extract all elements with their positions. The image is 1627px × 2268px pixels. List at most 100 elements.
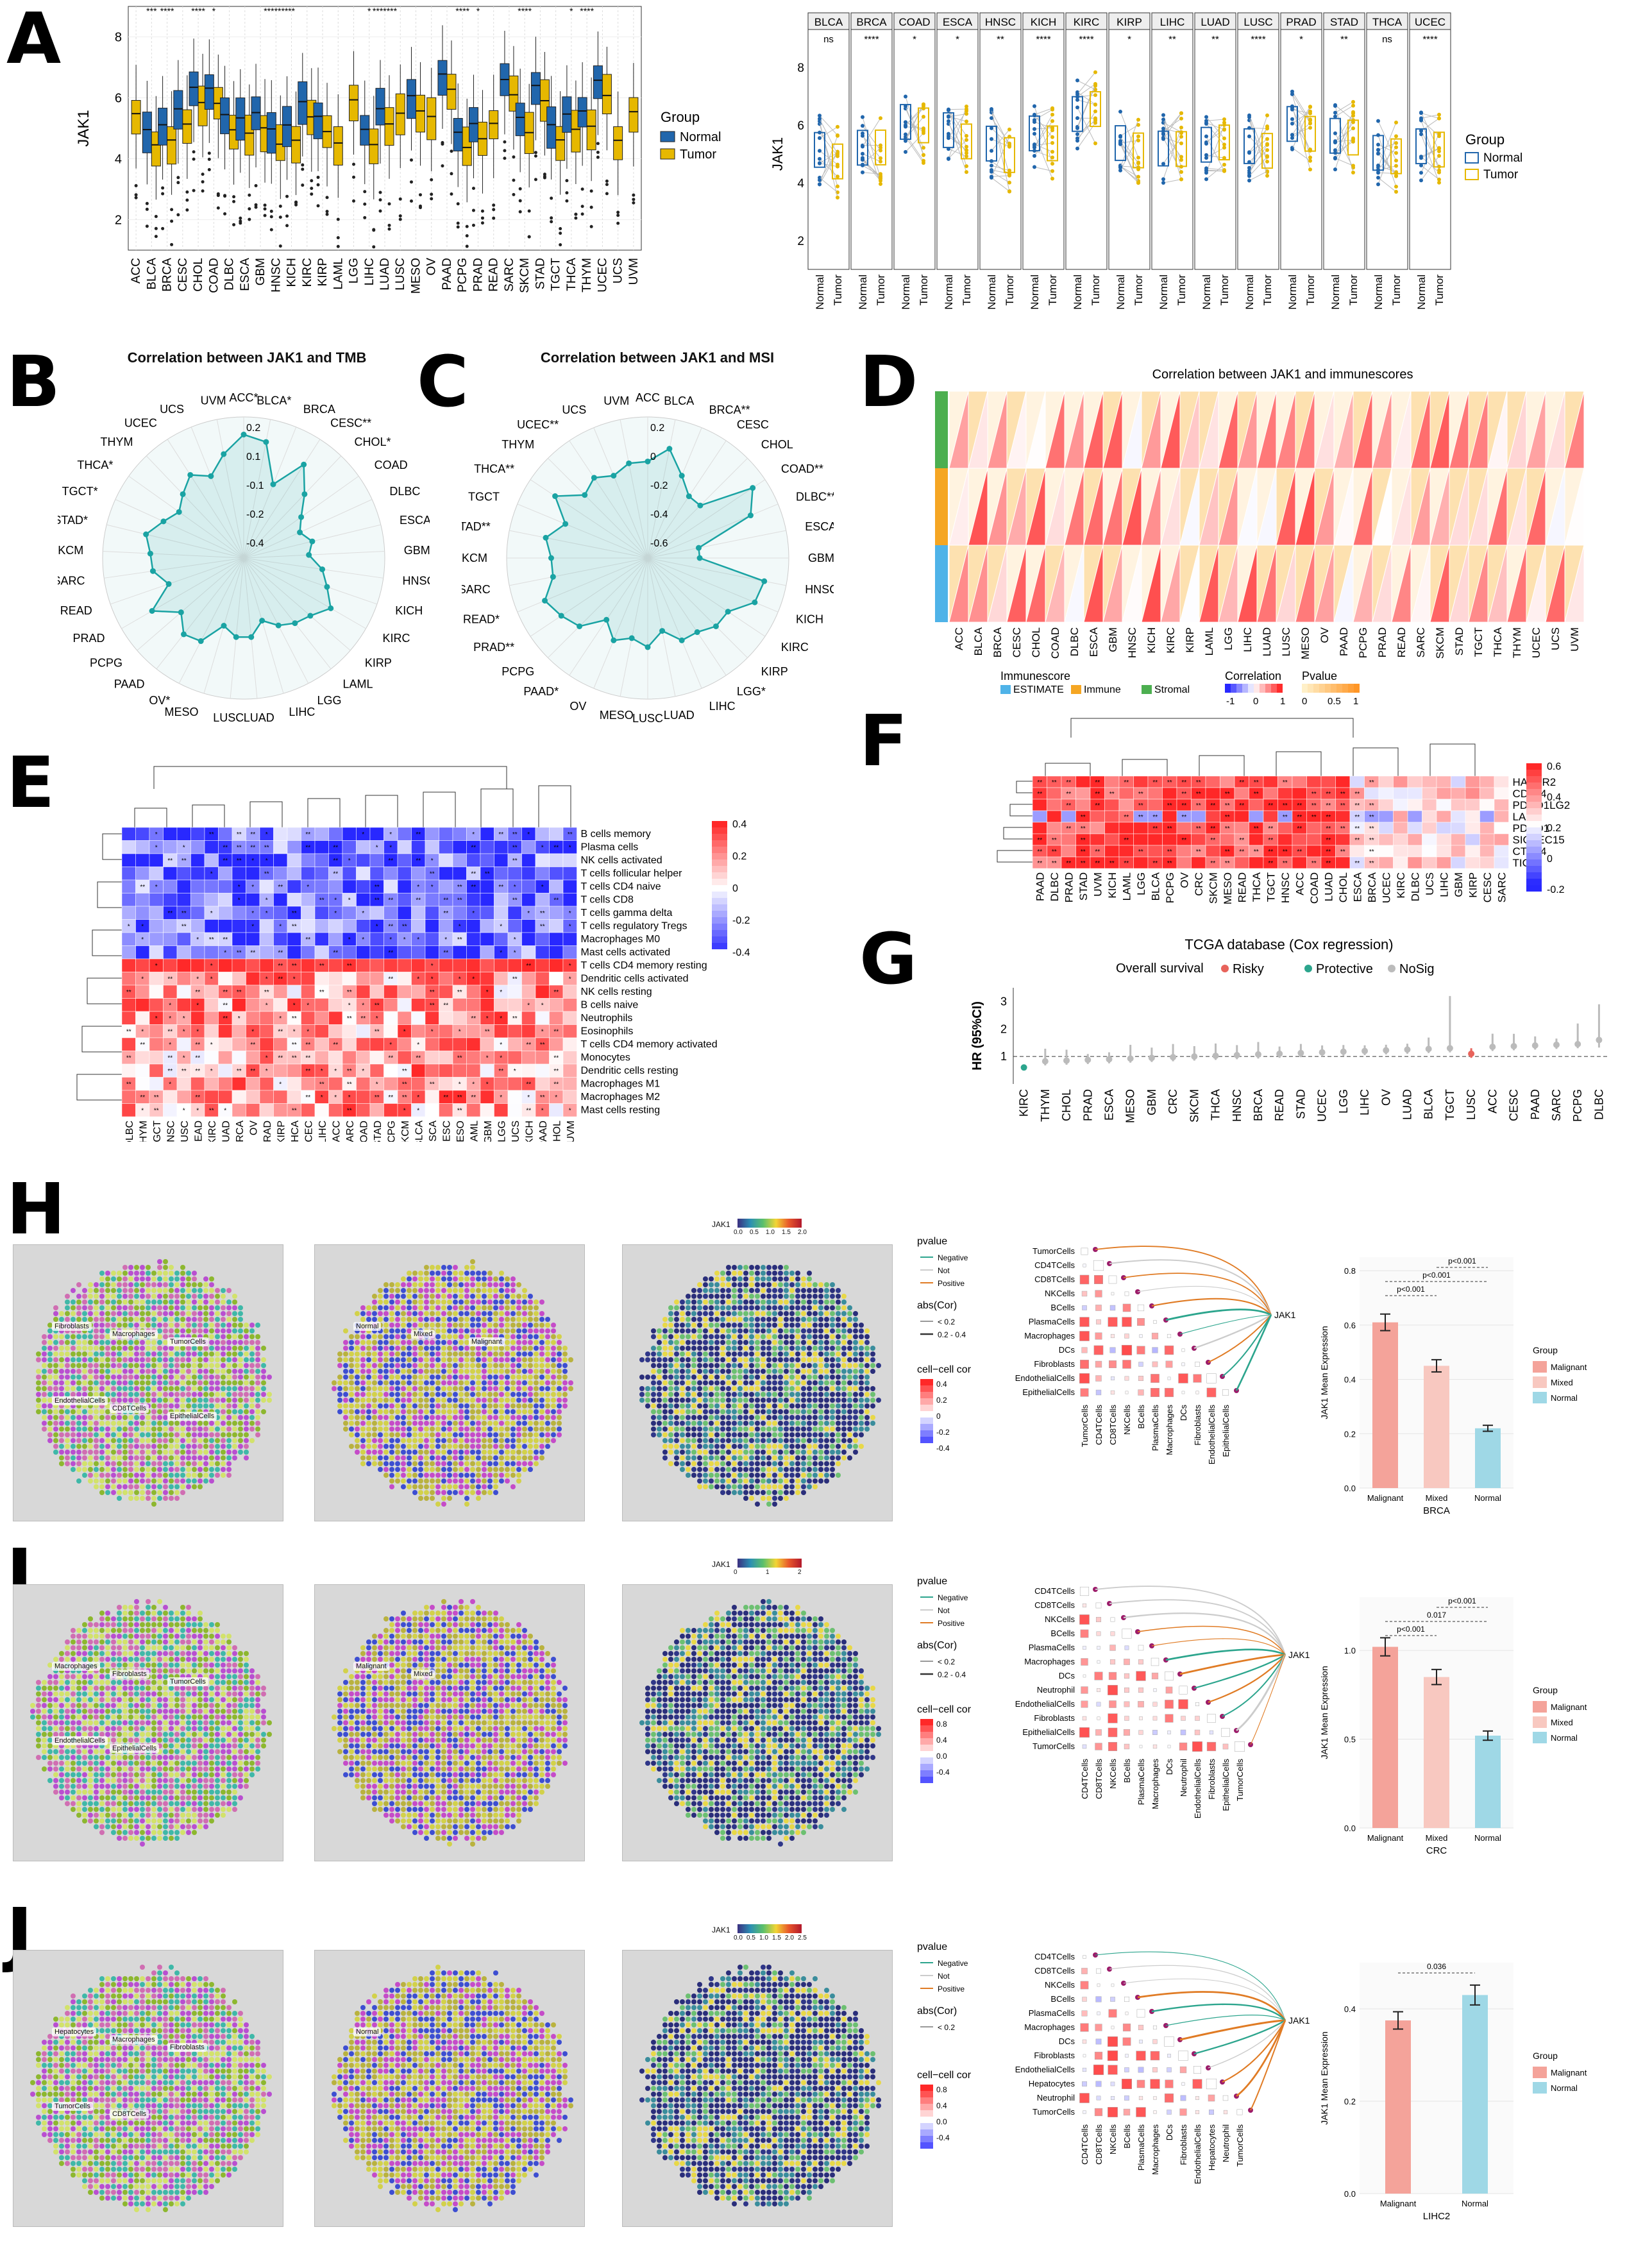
pair-line — [1034, 121, 1053, 129]
radar-label: PAAD* — [523, 685, 559, 698]
heat-cell — [562, 1037, 577, 1051]
spot — [221, 1438, 226, 1443]
spot — [487, 1276, 493, 1282]
heat-cell — [1422, 856, 1437, 869]
heat-cell — [356, 945, 371, 960]
legend-gradient — [1319, 684, 1325, 693]
scale-gradient — [712, 930, 727, 936]
sig: ** — [1354, 814, 1360, 821]
heat-cell — [1162, 810, 1177, 823]
col-label: THYM — [138, 1121, 149, 1142]
col-label: LUAD — [1322, 872, 1335, 901]
ring-label: -0.4 — [650, 509, 668, 520]
radar-spoke — [128, 475, 244, 559]
spot — [157, 1340, 162, 1345]
spot — [82, 1340, 87, 1345]
spot — [476, 1276, 481, 1282]
heat-cell — [494, 972, 509, 986]
sig: ** — [457, 936, 462, 944]
heat-cell — [562, 867, 577, 881]
heat-cell — [1205, 810, 1220, 823]
spot — [226, 1392, 232, 1397]
spot — [163, 1398, 168, 1403]
outlier — [325, 196, 329, 199]
heat-cell — [287, 840, 301, 854]
box-normal — [1372, 135, 1384, 171]
dendro — [249, 801, 283, 827]
point-normal — [1419, 116, 1423, 121]
scale-gradient — [712, 847, 727, 853]
heat-cell — [342, 879, 357, 893]
spot — [232, 1409, 237, 1414]
outlier — [285, 224, 289, 228]
x-tick-label: UCEC — [596, 258, 609, 292]
radar-label: SKCM — [58, 544, 83, 557]
radar-label: BLCA — [664, 394, 694, 407]
outlier — [387, 223, 391, 227]
spot — [174, 1323, 180, 1328]
heat-cell — [246, 958, 260, 972]
sig: ** — [416, 858, 421, 865]
radar-spoke — [620, 557, 648, 697]
sig: ** — [333, 845, 338, 852]
spot — [122, 1351, 128, 1357]
heat-cell — [1306, 833, 1322, 846]
heat-cell — [521, 985, 536, 999]
spot — [117, 1386, 122, 1391]
point-tumor — [1222, 136, 1226, 140]
heat-cell — [135, 985, 150, 999]
spot — [117, 1438, 122, 1443]
spot — [198, 1288, 203, 1293]
spot — [384, 1294, 389, 1299]
spot — [174, 1467, 180, 1472]
spot — [36, 1351, 41, 1357]
spot — [146, 1386, 151, 1391]
pair-line — [1249, 128, 1268, 153]
spot — [198, 1386, 203, 1391]
spot — [528, 1323, 533, 1328]
spot — [407, 1276, 412, 1282]
pair-line — [948, 115, 967, 122]
legend-gradient — [1336, 684, 1342, 693]
sig: * — [389, 845, 392, 852]
spot — [117, 1340, 122, 1345]
heat-cell — [259, 932, 274, 946]
spot — [128, 1317, 133, 1322]
box-normal — [1415, 128, 1427, 165]
point-normal — [1033, 142, 1036, 147]
heat-cell — [204, 919, 219, 933]
spot — [53, 1346, 58, 1351]
sig: ** — [457, 989, 462, 996]
heat-cell — [246, 1077, 260, 1091]
heat-cell — [176, 1090, 191, 1104]
hr-point — [1383, 1047, 1390, 1054]
spot — [157, 1392, 162, 1397]
col-label: CHOL — [1337, 872, 1349, 902]
heat-cell — [562, 985, 577, 999]
point-normal — [1204, 115, 1208, 119]
sig: ** — [195, 1094, 200, 1101]
spot — [88, 1450, 93, 1455]
pair-line — [1249, 144, 1268, 162]
sig: * — [500, 1042, 502, 1049]
facet-label: COAD — [898, 16, 930, 28]
spot — [249, 1328, 255, 1333]
spot — [192, 1380, 197, 1385]
spot — [146, 1392, 151, 1397]
outlier — [316, 183, 320, 187]
spot — [267, 1375, 272, 1380]
legend-gradient — [1260, 684, 1265, 693]
spot — [192, 1484, 197, 1489]
outlier — [632, 198, 636, 201]
spot — [232, 1392, 237, 1397]
x-tick: SKCM — [1188, 1089, 1201, 1122]
spot — [186, 1363, 191, 1368]
point-tumor — [1179, 116, 1183, 121]
spot — [482, 1288, 487, 1293]
outlier — [518, 210, 522, 214]
point-normal — [1161, 137, 1165, 141]
radar-point — [301, 461, 307, 468]
spot — [180, 1484, 185, 1489]
scale-gradient — [1526, 789, 1542, 795]
scale-gradient — [1526, 847, 1542, 853]
